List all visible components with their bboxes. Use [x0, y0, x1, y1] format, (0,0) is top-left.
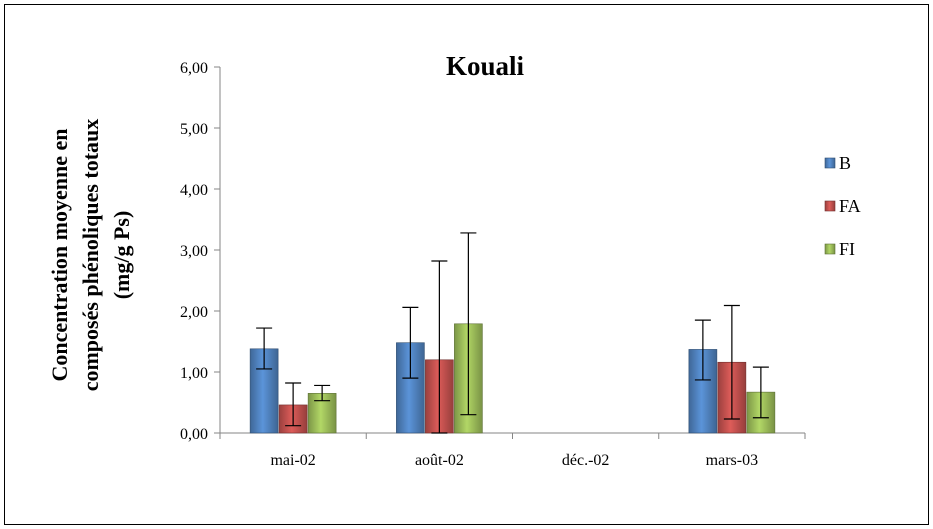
x-tick-label: mars-03	[706, 452, 758, 469]
legend-swatch-b	[824, 157, 836, 169]
legend-label-b: B	[839, 153, 851, 173]
y-axis-label: Concentration moyenne en composés phénoli…	[47, 119, 134, 392]
x-tick-label: mai-02	[270, 452, 315, 469]
x-tick-label: déc.-02	[562, 452, 610, 469]
y-tick-label: 6,00	[180, 60, 208, 77]
legend-label-fa: FA	[839, 196, 861, 216]
y-tick-label: 2,00	[180, 304, 208, 321]
y-tick-label: 5,00	[180, 121, 208, 138]
legend-swatch-fi	[824, 243, 836, 255]
chart-title: Kouali	[446, 51, 525, 81]
y-tick-label: 1,00	[180, 365, 208, 382]
y-axis-label-line: composés phénoliques totaux	[78, 119, 103, 392]
y-axis: 0,00 1,00 2,00 3,00 4,00 5,00 6,00	[180, 60, 221, 443]
bars-layer	[249, 323, 776, 434]
x-axis: mai-02 août-02 déc.-02 mars-03	[219, 432, 806, 469]
y-tick-label: 3,00	[180, 243, 208, 260]
error-bars-layer	[256, 232, 769, 434]
legend-swatch-fa	[824, 200, 836, 212]
chart-container: Kouali Concentration moyenne en composés …	[4, 4, 929, 525]
y-axis-label-line: (mg/g Ps)	[109, 211, 134, 300]
y-tick-label: 0,00	[180, 426, 208, 443]
x-tick-label: août-02	[415, 452, 464, 469]
y-tick-label: 4,00	[180, 182, 208, 199]
y-axis-label-line: Concentration moyenne en	[47, 129, 72, 382]
legend-label-fi: FI	[839, 239, 855, 259]
bar-chart: Kouali Concentration moyenne en composés …	[47, 51, 861, 469]
legend: B FA FI	[824, 153, 861, 259]
